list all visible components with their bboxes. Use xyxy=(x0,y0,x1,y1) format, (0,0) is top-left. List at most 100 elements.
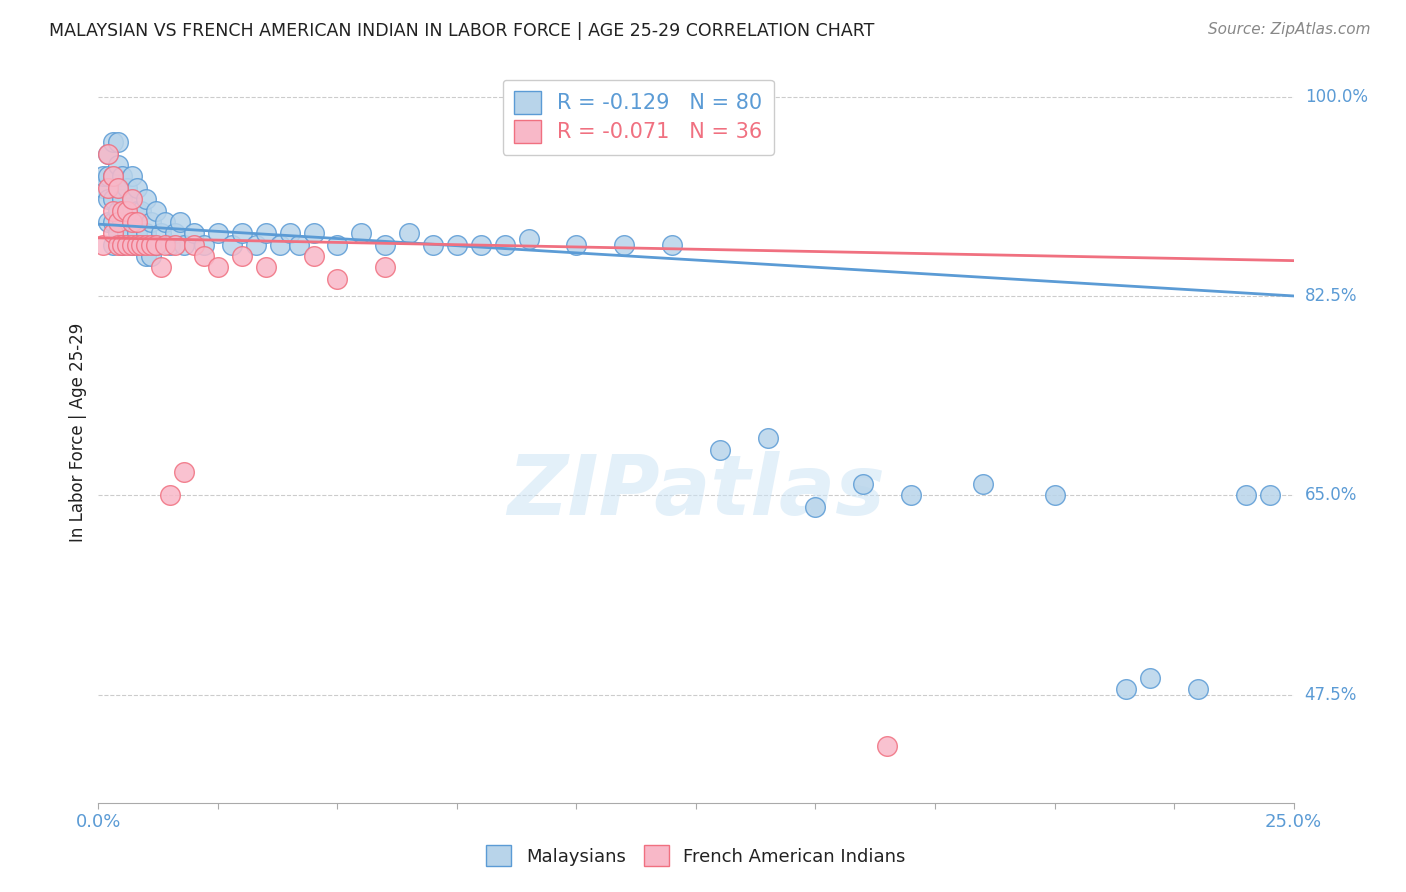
Point xyxy=(111,237,134,252)
Point xyxy=(231,227,253,241)
Point xyxy=(517,232,540,246)
Point xyxy=(288,237,311,252)
Point xyxy=(111,169,134,184)
Point xyxy=(149,260,172,275)
Point xyxy=(121,215,143,229)
Point xyxy=(107,215,129,229)
Point xyxy=(135,237,157,252)
Text: Source: ZipAtlas.com: Source: ZipAtlas.com xyxy=(1208,22,1371,37)
Point xyxy=(135,249,157,263)
Point xyxy=(173,237,195,252)
Point xyxy=(398,227,420,241)
Text: MALAYSIAN VS FRENCH AMERICAN INDIAN IN LABOR FORCE | AGE 25-29 CORRELATION CHART: MALAYSIAN VS FRENCH AMERICAN INDIAN IN L… xyxy=(49,22,875,40)
Point xyxy=(145,237,167,252)
Point xyxy=(115,203,138,218)
Point xyxy=(107,237,129,252)
Text: 100.0%: 100.0% xyxy=(1305,87,1368,105)
Point xyxy=(374,237,396,252)
Text: 65.0%: 65.0% xyxy=(1305,486,1357,504)
Text: ZIPatlas: ZIPatlas xyxy=(508,451,884,533)
Y-axis label: In Labor Force | Age 25-29: In Labor Force | Age 25-29 xyxy=(69,323,87,542)
Point xyxy=(183,227,205,241)
Point xyxy=(1043,488,1066,502)
Legend: Malaysians, French American Indians: Malaysians, French American Indians xyxy=(477,837,915,875)
Point xyxy=(446,237,468,252)
Point xyxy=(121,237,143,252)
Point xyxy=(207,227,229,241)
Point xyxy=(107,135,129,149)
Point xyxy=(139,237,162,252)
Point xyxy=(254,227,277,241)
Point xyxy=(101,192,124,206)
Point xyxy=(125,237,148,252)
Point xyxy=(900,488,922,502)
Point xyxy=(101,237,124,252)
Point xyxy=(97,169,120,184)
Point xyxy=(145,237,167,252)
Point xyxy=(470,237,492,252)
Point xyxy=(121,215,143,229)
Point xyxy=(107,180,129,194)
Point xyxy=(101,169,124,184)
Point xyxy=(169,215,191,229)
Point xyxy=(91,169,114,184)
Point xyxy=(613,237,636,252)
Text: 82.5%: 82.5% xyxy=(1305,287,1357,305)
Point xyxy=(131,237,153,252)
Point xyxy=(804,500,827,514)
Point xyxy=(326,272,349,286)
Point xyxy=(149,227,172,241)
Point xyxy=(131,203,153,218)
Point xyxy=(115,227,138,241)
Point xyxy=(173,466,195,480)
Point xyxy=(107,203,129,218)
Point xyxy=(278,227,301,241)
Point xyxy=(709,442,731,457)
Point xyxy=(326,237,349,252)
Point xyxy=(207,260,229,275)
Point xyxy=(1187,681,1209,696)
Point xyxy=(107,180,129,194)
Point xyxy=(91,237,114,252)
Point xyxy=(245,237,267,252)
Point xyxy=(972,476,994,491)
Point xyxy=(125,180,148,194)
Point xyxy=(159,488,181,502)
Point xyxy=(101,169,124,184)
Point xyxy=(1139,671,1161,685)
Point xyxy=(111,203,134,218)
Point xyxy=(852,476,875,491)
Point xyxy=(121,192,143,206)
Point xyxy=(97,192,120,206)
Point xyxy=(494,237,516,252)
Point xyxy=(302,227,325,241)
Point xyxy=(111,192,134,206)
Point xyxy=(139,215,162,229)
Point xyxy=(1115,681,1137,696)
Point xyxy=(121,237,143,252)
Point xyxy=(1258,488,1281,502)
Point xyxy=(661,237,683,252)
Point xyxy=(121,192,143,206)
Point xyxy=(115,237,138,252)
Text: 47.5%: 47.5% xyxy=(1305,686,1357,704)
Point xyxy=(1234,488,1257,502)
Point xyxy=(163,237,186,252)
Point xyxy=(97,146,120,161)
Point xyxy=(183,237,205,252)
Point xyxy=(135,192,157,206)
Point xyxy=(155,237,177,252)
Point xyxy=(91,180,114,194)
Point xyxy=(97,180,120,194)
Point xyxy=(139,249,162,263)
Point xyxy=(231,249,253,263)
Point xyxy=(422,237,444,252)
Point xyxy=(193,249,215,263)
Point xyxy=(159,237,181,252)
Point xyxy=(193,237,215,252)
Point xyxy=(163,227,186,241)
Point xyxy=(131,237,153,252)
Point xyxy=(876,739,898,753)
Point xyxy=(107,158,129,172)
Point xyxy=(221,237,243,252)
